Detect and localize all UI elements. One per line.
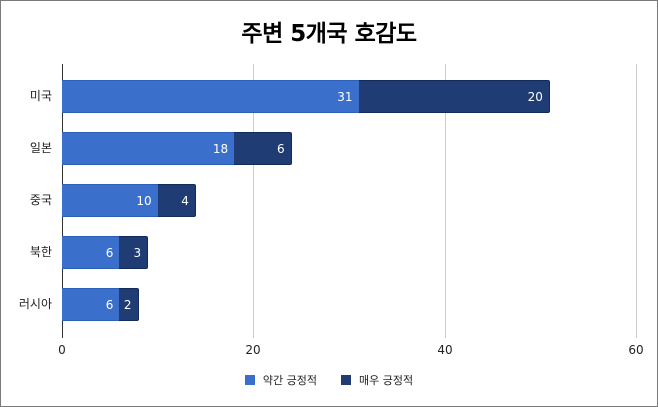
x-tick-0: 0 — [58, 343, 66, 357]
legend-item-very-positive[interactable]: 매우 긍정적 — [341, 372, 413, 388]
gridline-60 — [636, 64, 637, 338]
bar-segment-slightly-positive[interactable]: 18 — [62, 132, 235, 165]
chart-title: 주변 5개국 호감도 — [241, 21, 417, 47]
category-label: 일본 — [29, 141, 52, 155]
gridline-40 — [445, 64, 446, 338]
bar-segment-very-positive[interactable]: 6 — [234, 132, 292, 165]
x-tick-20: 20 — [245, 343, 261, 357]
legend-label: 매우 긍정적 — [359, 374, 414, 387]
legend-item-slightly-positive[interactable]: 약간 긍정적 — [244, 372, 317, 388]
bar-segment-very-positive[interactable]: 20 — [358, 80, 550, 113]
bar-segment-very-positive[interactable]: 3 — [119, 236, 149, 269]
category-label: 중국 — [29, 193, 52, 207]
category-label: 러시아 — [18, 297, 52, 311]
gridline-20 — [253, 64, 254, 338]
bar-segment-very-positive[interactable]: 4 — [157, 184, 196, 217]
category-label: 북한 — [29, 245, 52, 259]
bar-segment-very-positive[interactable]: 2 — [119, 288, 139, 321]
x-tick-60: 60 — [628, 343, 644, 357]
x-tick-40: 40 — [437, 343, 453, 357]
legend-swatch-icon — [244, 375, 255, 385]
legend: 약간 긍정적 매우 긍정적 — [0, 372, 658, 388]
legend-swatch-icon — [341, 375, 351, 385]
bar-segment-slightly-positive[interactable]: 6 — [62, 236, 120, 269]
bar-segment-slightly-positive[interactable]: 31 — [62, 80, 359, 113]
bar-segment-slightly-positive[interactable]: 10 — [62, 184, 158, 217]
bar-segment-slightly-positive[interactable]: 6 — [62, 288, 120, 321]
plot-area: 미국 31 20 일본 18 6 중국 10 4 북한 6 3 러시아 6 2 — [19, 64, 637, 338]
legend-label: 약간 긍정적 — [262, 374, 317, 387]
category-label: 미국 — [29, 89, 52, 103]
